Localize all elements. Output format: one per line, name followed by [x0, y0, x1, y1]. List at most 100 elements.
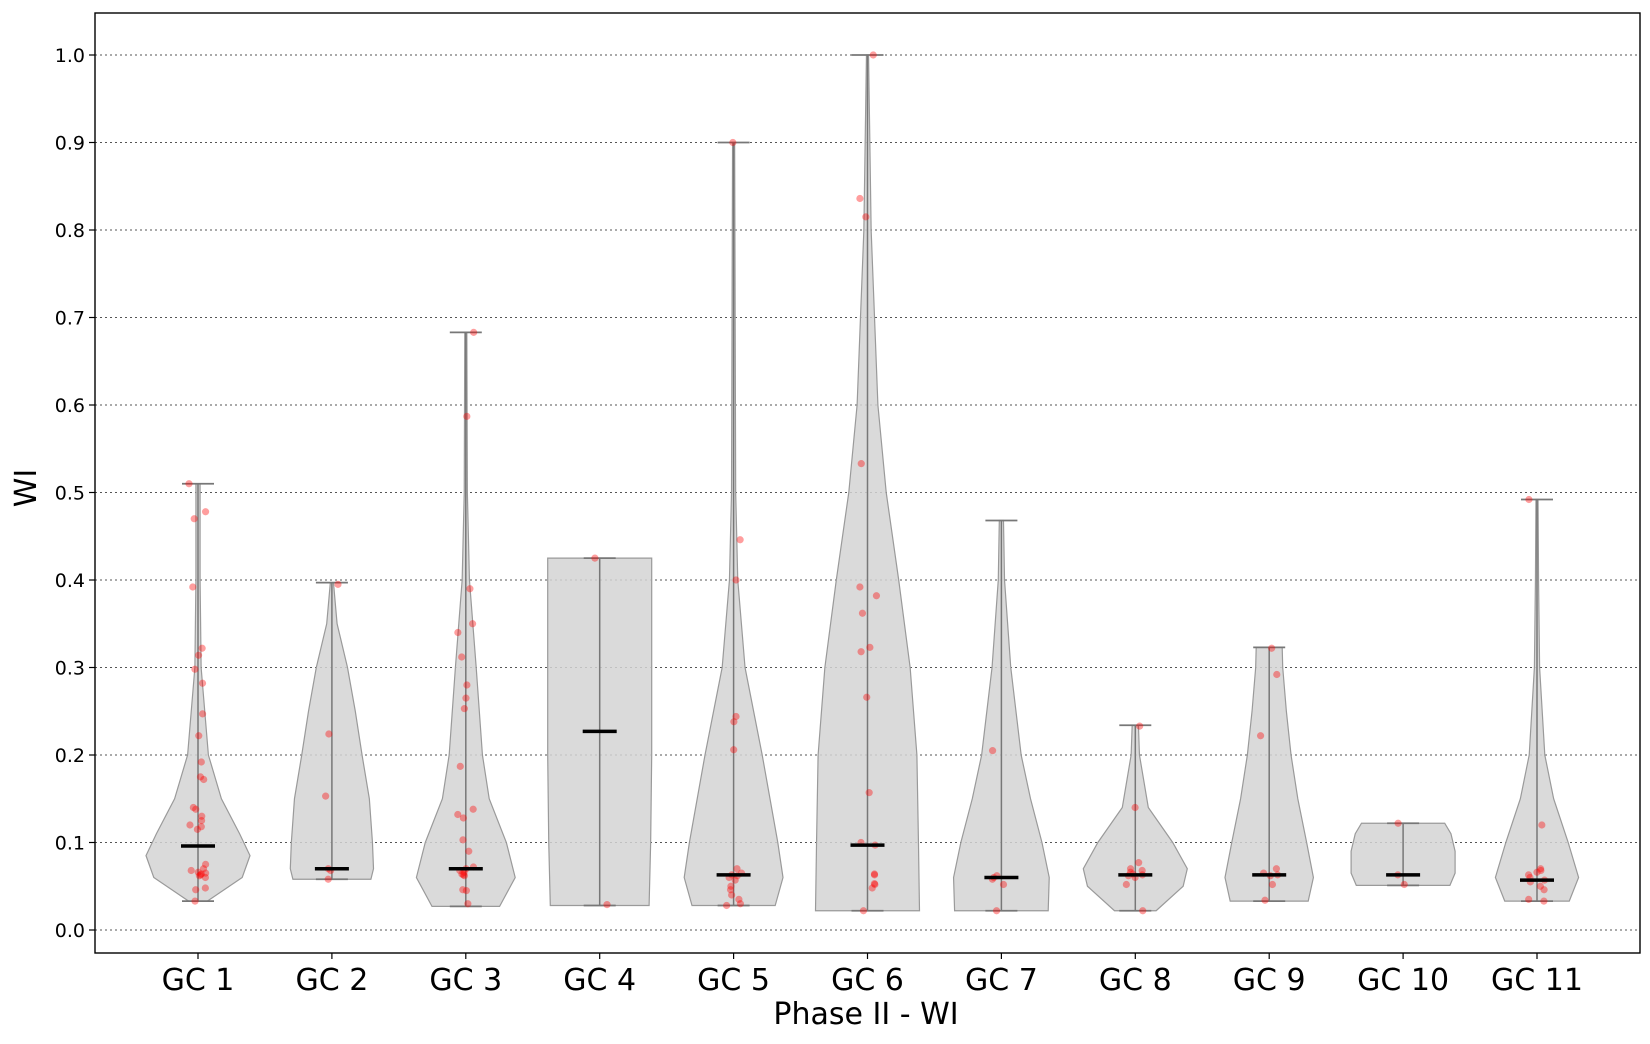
data-point — [459, 814, 467, 822]
data-point — [470, 328, 478, 336]
y-tick-label: 0.6 — [55, 395, 85, 417]
data-point — [459, 836, 467, 844]
data-point — [863, 693, 871, 701]
data-point — [463, 681, 471, 689]
data-point — [194, 868, 202, 876]
data-point — [730, 746, 738, 754]
data-point — [728, 891, 736, 899]
data-point — [197, 870, 205, 878]
y-tick-label: 0.8 — [55, 220, 85, 242]
data-point — [202, 869, 210, 877]
data-point — [869, 51, 877, 59]
data-point — [460, 705, 468, 713]
data-point — [1540, 886, 1548, 894]
data-point — [1400, 880, 1408, 889]
data-point — [454, 628, 462, 637]
data-point — [202, 860, 210, 868]
data-point — [1525, 895, 1533, 903]
data-point — [856, 194, 864, 203]
data-point — [322, 792, 330, 800]
data-point — [870, 880, 879, 888]
violins — [145, 54, 1580, 912]
data-point — [1268, 880, 1277, 889]
data-point — [736, 900, 744, 908]
y-tick-label: 0.4 — [55, 570, 85, 592]
data-point — [988, 747, 997, 755]
data-point — [465, 847, 473, 855]
data-point — [866, 643, 874, 651]
data-point — [999, 880, 1008, 889]
data-point — [727, 882, 735, 890]
data-point — [196, 871, 205, 879]
data-point — [325, 730, 333, 738]
data-point — [1256, 732, 1265, 740]
data-point — [856, 583, 864, 591]
data-point — [197, 817, 206, 825]
data-point — [865, 789, 873, 797]
y-tick-label: 0.5 — [55, 483, 85, 505]
data-point — [191, 897, 199, 905]
data-point — [729, 138, 737, 147]
data-point — [198, 812, 206, 820]
data-point — [870, 871, 879, 879]
data-point — [1136, 722, 1144, 730]
data-point — [871, 880, 879, 889]
data-point — [463, 412, 471, 420]
data-point — [324, 875, 332, 883]
data-point — [459, 871, 467, 879]
y-tick-label: 0.9 — [55, 133, 85, 155]
data-point — [1524, 871, 1533, 879]
data-point — [466, 585, 474, 593]
data-point — [735, 895, 743, 903]
data-point — [198, 710, 207, 718]
data-point — [1261, 896, 1269, 904]
data-point — [992, 907, 1001, 915]
x-tick-label: GC 3 — [429, 963, 502, 998]
x-axis-title: Phase II - WI — [773, 997, 958, 1032]
data-point — [194, 651, 203, 659]
data-point — [191, 665, 199, 673]
data-point — [201, 884, 209, 892]
data-point — [199, 865, 208, 873]
data-point — [192, 886, 200, 894]
data-point — [858, 609, 867, 617]
data-point — [722, 901, 731, 910]
data-point — [870, 870, 879, 878]
data-point — [201, 508, 210, 516]
data-point — [459, 886, 467, 894]
data-point — [186, 821, 194, 829]
data-point — [189, 803, 197, 812]
data-point — [1537, 866, 1545, 875]
data-point — [201, 873, 210, 882]
data-points — [181, 51, 1554, 915]
y-tick-label: 0.0 — [55, 920, 85, 942]
y-tick-label: 0.7 — [55, 308, 85, 330]
data-point — [591, 554, 599, 562]
x-tick-label: GC 10 — [1357, 963, 1449, 998]
data-point — [195, 872, 203, 880]
data-point — [859, 907, 868, 915]
data-point — [1122, 880, 1130, 889]
data-point — [1139, 907, 1147, 915]
data-point — [462, 694, 470, 702]
data-point — [469, 805, 477, 813]
data-point — [1533, 868, 1541, 876]
data-point — [460, 872, 469, 880]
data-point — [1268, 644, 1276, 652]
data-point — [1538, 821, 1546, 829]
data-point — [334, 580, 342, 588]
x-axis-ticks: GC 1 GC 2 GC 3 GC 4 GC 5 GC 6 GC 7 GC 8 GC 9 GC 1… — [162, 953, 1583, 998]
data-point — [454, 810, 462, 819]
y-axis-ticks: 0.0 0.1 0.2 0.3 0.4 0.5 0.6 0.7 0.8 0.9 1.0 — [55, 45, 95, 942]
x-tick-label: GC 2 — [295, 963, 368, 998]
y-tick-label: 0.2 — [55, 745, 85, 767]
y-tick-label: 1.0 — [55, 45, 85, 67]
data-point — [187, 866, 195, 875]
data-point — [197, 823, 205, 831]
data-point — [1131, 803, 1139, 812]
data-point — [736, 536, 744, 544]
data-point — [731, 876, 739, 884]
data-point — [189, 583, 197, 591]
data-point — [862, 213, 870, 221]
